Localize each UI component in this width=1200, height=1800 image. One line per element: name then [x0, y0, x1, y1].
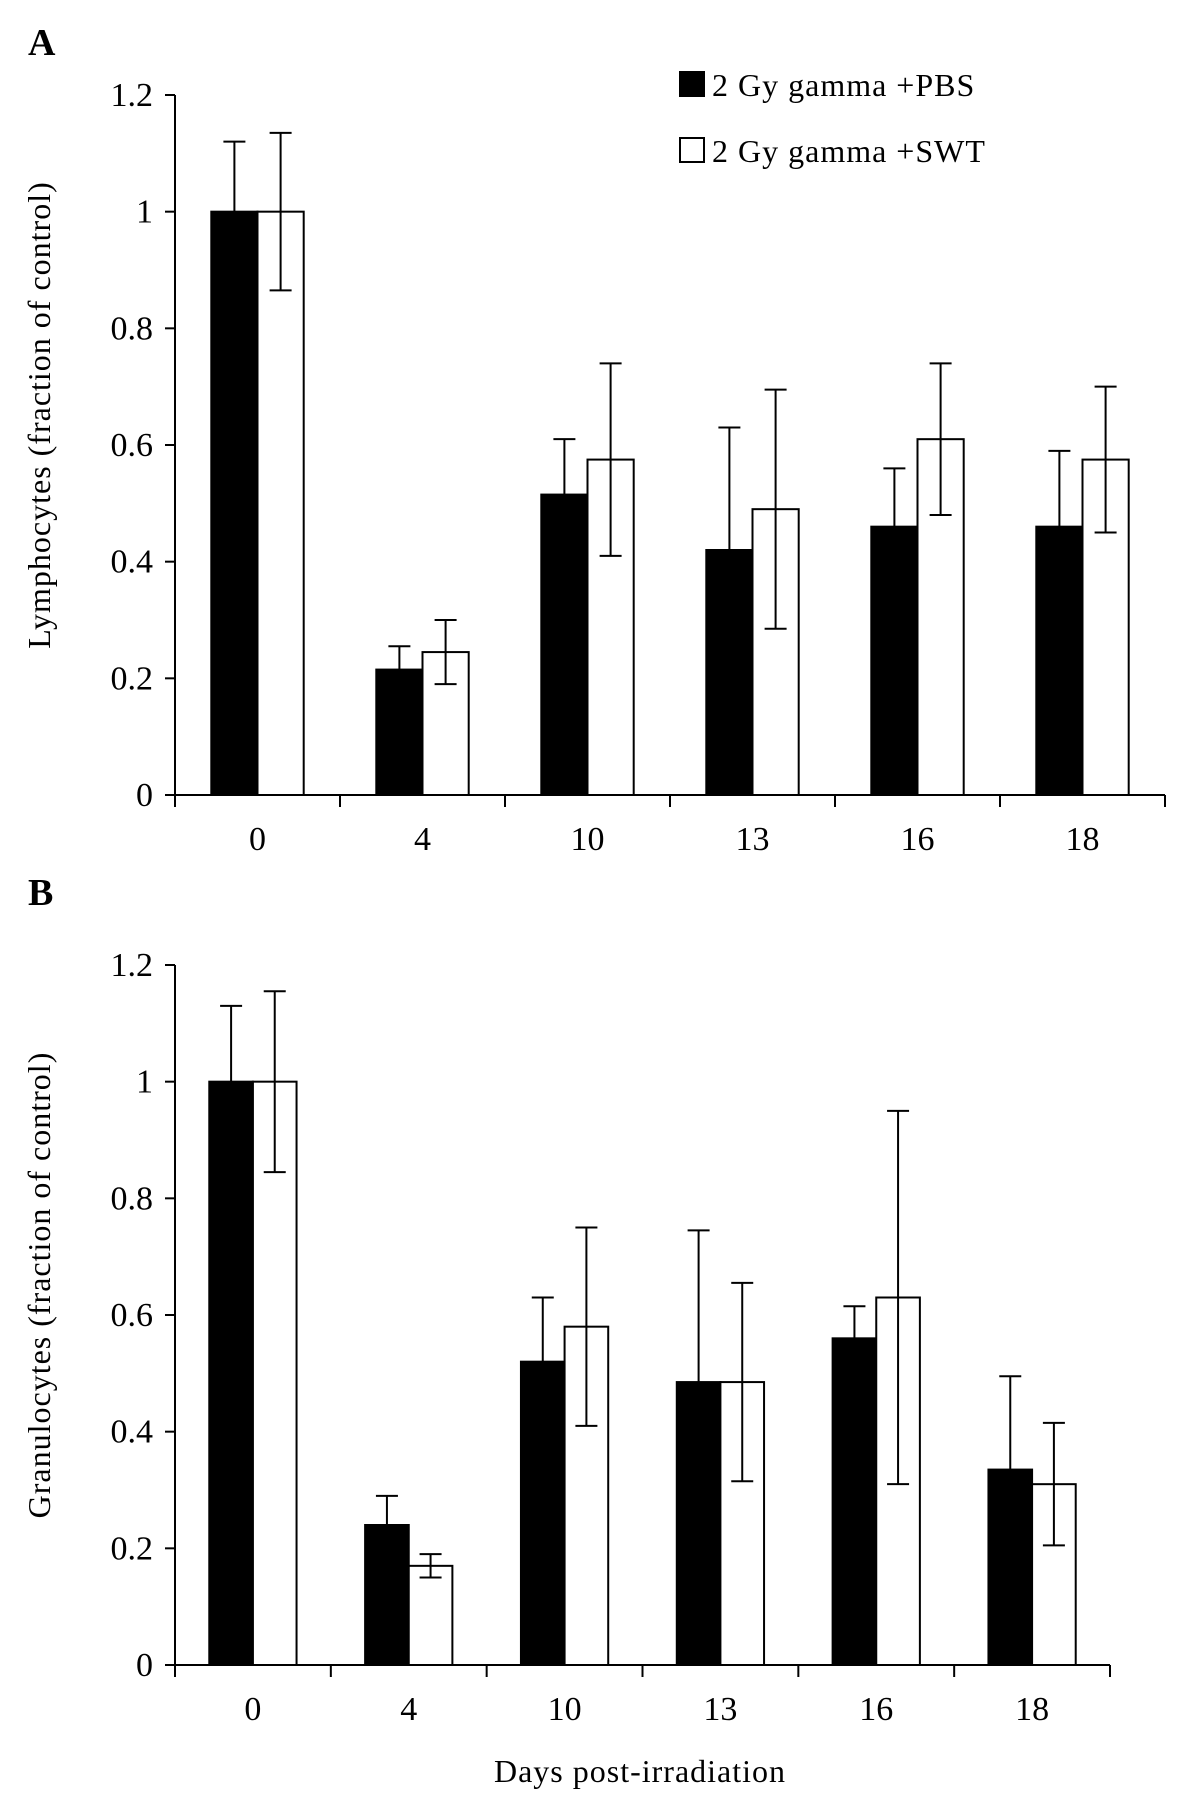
legend-label-pbs: 2 Gy gamma +PBS: [712, 67, 975, 103]
error-bar-2-gy-gamma-swt-day-13: [764, 388, 787, 630]
y-tick-label: 1.2: [111, 947, 154, 984]
x-axis-title: Days post-irradiation: [494, 1753, 786, 1789]
error-bar-2-gy-gamma-pbs-day-18: [1048, 449, 1071, 604]
y-tick-label: 0: [136, 777, 153, 814]
y-tick-label: 0.8: [111, 310, 154, 347]
error-bar-2-gy-gamma-swt-day-10: [599, 362, 622, 557]
error-bar-2-gy-gamma-pbs-day-13: [687, 1229, 710, 1535]
y-tick-label: 0.6: [111, 1297, 154, 1334]
bar-2-gy-gamma-pbs-day-0: [210, 210, 259, 796]
x-tick-label: 18: [1066, 821, 1100, 858]
error-bar-2-gy-gamma-pbs-day-4: [388, 645, 411, 694]
x-tick-label: 4: [400, 1691, 417, 1728]
error-bar-2-gy-gamma-swt-day-18: [1094, 385, 1117, 534]
bar-2-gy-gamma-swt-day-0: [256, 210, 305, 796]
panel-a-y-axis-title: Lymphocytes (fraction of control): [21, 181, 57, 649]
y-tick-label: 0.2: [111, 1530, 154, 1567]
y-tick-label: 0.4: [111, 1414, 154, 1451]
panel-b-error-bars: [220, 990, 1065, 1579]
x-tick-label: 10: [571, 821, 605, 858]
error-bar-2-gy-gamma-swt-day-4: [419, 1553, 442, 1579]
x-tick-label: 10: [548, 1691, 582, 1728]
error-bar-2-gy-gamma-pbs-day-10: [553, 438, 576, 551]
bar-2-gy-gamma-pbs-day-16: [831, 1337, 878, 1667]
x-tick-label: 4: [414, 821, 431, 858]
y-tick-label: 1: [136, 194, 153, 231]
error-bar-2-gy-gamma-swt-day-13: [731, 1281, 754, 1483]
error-bar-2-gy-gamma-swt-day-10: [575, 1226, 598, 1427]
panel-b-axes: 0 0.2 0.4 0.6 0.8 1 1.2 0 4 10 13 16 18: [111, 947, 1111, 1728]
error-bar-2-gy-gamma-pbs-day-0: [223, 140, 246, 283]
panel-b-bars: [208, 1080, 1077, 1667]
y-tick-label: 0: [136, 1647, 153, 1684]
panel-a: A Lymphocytes (fraction of control) 0 0.2…: [21, 22, 1166, 858]
panel-a-legend: 2 Gy gamma +PBS 2 Gy gamma +SWT: [679, 67, 986, 169]
y-tick-label: 0.2: [111, 660, 154, 697]
panel-a-bars: [210, 210, 1130, 797]
error-bar-2-gy-gamma-swt-day-0: [269, 131, 292, 292]
bar-2-gy-gamma-swt-day-0: [251, 1080, 298, 1666]
error-bar-2-gy-gamma-swt-day-18: [1042, 1421, 1065, 1547]
legend-label-swt: 2 Gy gamma +SWT: [712, 133, 986, 169]
panel-a-letter: A: [28, 22, 56, 64]
error-bar-2-gy-gamma-pbs-day-18: [999, 1375, 1022, 1564]
error-bar-2-gy-gamma-swt-day-0: [263, 990, 286, 1174]
panel-a-axes: 0 0.2 0.4 0.6 0.8 1 1.2 0 4 10 13 16 18: [111, 77, 1166, 858]
y-tick-label: 1: [136, 1064, 153, 1101]
y-tick-label: 0.6: [111, 427, 154, 464]
x-tick-label: 13: [703, 1691, 737, 1728]
x-tick-label: 13: [736, 821, 770, 858]
x-tick-label: 16: [901, 821, 935, 858]
panel-b-y-axis-title: Granulocytes (fraction of control): [21, 1052, 57, 1519]
panel-b: B Granulocytes (fraction of control) 0 0.…: [21, 872, 1111, 1789]
bar-2-gy-gamma-swt-day-4: [407, 1564, 454, 1667]
error-bar-2-gy-gamma-pbs-day-13: [718, 426, 741, 674]
y-tick-label: 0.4: [111, 544, 154, 581]
legend-swatch-swt: [679, 137, 705, 163]
x-tick-label: 0: [249, 821, 266, 858]
error-bar-2-gy-gamma-pbs-day-0: [220, 1004, 243, 1159]
error-bar-2-gy-gamma-pbs-day-10: [531, 1296, 554, 1427]
panel-b-letter: B: [28, 872, 53, 914]
y-tick-label: 1.2: [111, 77, 154, 114]
bar-2-gy-gamma-pbs-day-0: [208, 1080, 254, 1666]
panel-a-error-bars: [223, 131, 1117, 694]
error-bar-2-gy-gamma-swt-day-16: [887, 1109, 910, 1486]
y-tick-label: 0.8: [111, 1180, 154, 1217]
x-tick-label: 16: [859, 1691, 893, 1728]
x-tick-label: 0: [244, 1691, 261, 1728]
error-bar-2-gy-gamma-pbs-day-16: [843, 1305, 866, 1372]
legend-swatch-pbs: [679, 71, 705, 97]
error-bar-2-gy-gamma-swt-day-4: [434, 619, 457, 686]
error-bar-2-gy-gamma-pbs-day-16: [883, 467, 906, 586]
error-bar-2-gy-gamma-pbs-day-4: [375, 1494, 398, 1556]
x-tick-label: 18: [1015, 1691, 1049, 1728]
error-bar-2-gy-gamma-swt-day-16: [929, 362, 952, 516]
